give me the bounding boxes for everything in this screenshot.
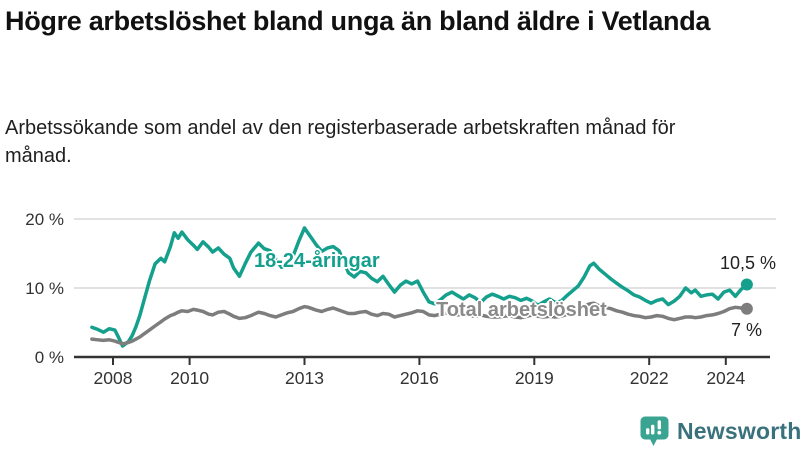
bar-chart-speech-bubble-icon: [640, 416, 669, 446]
series-label-young: 18-24-åringar: [254, 250, 380, 272]
end-value-label-total: 7 %: [730, 320, 762, 340]
x-axis-tick-label: 2013: [285, 368, 324, 388]
series-end-dot-young: [740, 278, 753, 291]
series-line-total: [90, 301, 749, 346]
y-axis-tick-label: 0 %: [35, 348, 64, 367]
chart-title: Högre arbetslöshet bland unga än bland ä…: [5, 6, 711, 36]
newsworthy-wordmark: Newsworthy: [677, 418, 800, 444]
x-axis-tick-label: 2019: [515, 368, 554, 388]
x-axis-tick-label: 2008: [94, 368, 133, 388]
x-axis-tick-label: 2022: [630, 368, 669, 388]
series-line-young: [90, 226, 749, 348]
series-end-dot-total: [740, 302, 753, 315]
y-axis-tick-label: 20 %: [25, 210, 64, 229]
x-axis-tick-label: 2010: [170, 368, 209, 388]
x-axis-tick-label: 2016: [400, 368, 439, 388]
end-value-label-young: 10,5 %: [719, 253, 776, 273]
line-chart: 0 % 10 % 20 % 2008 2010 2013 2016 2019 2022 2024: [25, 210, 776, 388]
chart-subtitle: Arbetssökande som andel av den registerb…: [5, 117, 676, 168]
x-axis-tick-label: 2024: [706, 368, 745, 388]
series-label-total: Total arbetslöshet: [436, 299, 607, 321]
newsworthy-logo: Newsworthy: [639, 415, 800, 448]
y-axis-tick-label: 10 %: [25, 279, 64, 298]
